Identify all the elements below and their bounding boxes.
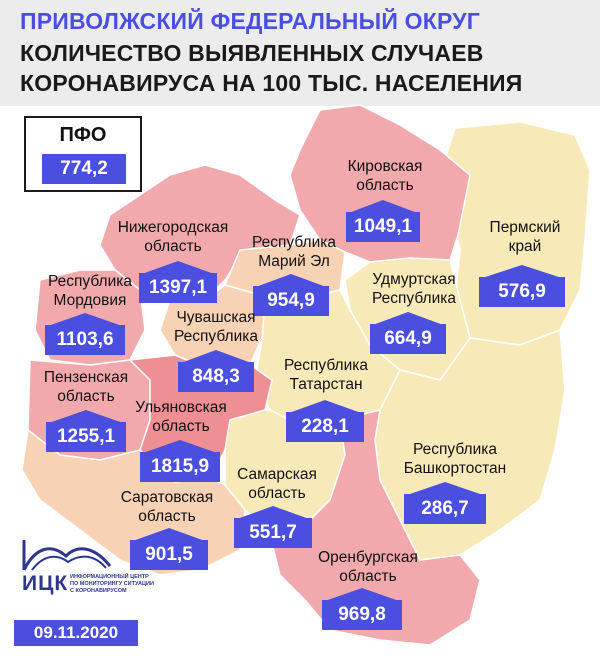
title-line-2: КОЛИЧЕСТВО ВЫЯВЛЕННЫХ СЛУЧАЕВ <box>20 40 484 66</box>
label-mari: Республика Марий Эл <box>240 233 348 271</box>
value-house-chuvashia: 848,3 <box>178 350 254 392</box>
value-house-penza: 1255,1 <box>46 410 126 452</box>
label-saratov: Саратовская область <box>108 488 226 526</box>
label-perm: Пермский край <box>470 218 580 256</box>
label-samara-line2: область <box>248 485 306 502</box>
label-samara: Самарская область <box>222 465 332 503</box>
header-banner: ПРИВОЛЖСКИЙ ФЕДЕРАЛЬНЫЙ ОКРУГ КОЛИЧЕСТВО… <box>0 0 600 106</box>
title-line-3: КОРОНАВИРУСА НА 100 ТЫС. НАСЕЛЕНИЯ <box>20 70 523 96</box>
value-orenburg: 969,8 <box>322 600 402 630</box>
value-penza: 1255,1 <box>46 422 126 452</box>
label-ulyanovsk-line1: Ульяновская <box>135 399 227 416</box>
label-saratov-line2: область <box>138 508 196 525</box>
label-orenburg: Оренбургская область <box>306 548 430 586</box>
label-kirov-line1: Кировская <box>347 158 423 175</box>
label-samara-line1: Самарская <box>237 466 317 483</box>
value-chuvashia: 848,3 <box>178 362 254 392</box>
value-house-saratov: 901,5 <box>130 528 208 570</box>
value-nizhny: 1397,1 <box>139 273 217 303</box>
value-perm: 576,9 <box>479 277 565 307</box>
label-tatarstan-line2: Татарстан <box>289 376 363 393</box>
value-house-mari: 954,9 <box>253 274 329 316</box>
label-udmurtia-line1: Удмуртская <box>372 271 456 288</box>
label-ulyanovsk-line2: область <box>152 418 210 435</box>
value-house-perm: 576,9 <box>479 265 565 307</box>
label-udmurtia: Удмуртская Республика <box>354 270 474 308</box>
logo-abbr: ИЦК <box>22 572 69 595</box>
value-mari: 954,9 <box>253 286 329 316</box>
logo-wave-icon <box>22 540 112 571</box>
label-tatarstan: Республика Татарстан <box>272 356 380 394</box>
label-orenburg-line1: Оренбургская <box>318 549 418 566</box>
logo-sub-line3: С КОРОНАВИРУСОМ <box>70 588 127 594</box>
roof-icon <box>322 588 402 602</box>
value-house-mordovia: 1103,6 <box>45 313 125 355</box>
label-chuvashia-line2: Республика <box>174 328 258 345</box>
value-udmurtia: 664,9 <box>370 324 446 354</box>
value-saratov: 901,5 <box>130 540 208 570</box>
roof-icon <box>130 528 208 542</box>
label-nizhny-line1: Нижегородская <box>117 219 229 236</box>
district-total-box: ПФО 774,2 <box>24 116 142 192</box>
value-house-samara: 551,7 <box>234 506 312 548</box>
label-ulyanovsk: Ульяновская область <box>122 398 240 436</box>
roof-icon <box>45 313 125 327</box>
label-bashkortostan-line1: Республика <box>413 441 497 458</box>
roof-icon <box>140 440 220 454</box>
label-perm-line2: край <box>508 238 542 255</box>
label-chuvashia-line1: Чувашская <box>176 309 256 326</box>
label-nizhny: Нижегородская область <box>108 218 238 256</box>
label-mordovia: Республика Мордовия <box>36 272 144 310</box>
value-mordovia: 1103,6 <box>45 325 125 355</box>
value-kirov: 1049,1 <box>346 212 420 242</box>
logo-sub-line2: ПО МОНИТОРИНГУ СИТУАЦИИ <box>70 581 154 587</box>
roof-icon <box>286 400 364 414</box>
value-tatarstan: 228,1 <box>286 412 364 442</box>
label-tatarstan-line1: Республика <box>284 357 368 374</box>
date-badge: 09.11.2020 <box>14 620 138 646</box>
logo-sub-line1: ИНФОРМАЦИОННЫЙ ЦЕНТР <box>70 574 149 580</box>
label-chuvashia: Чувашская Республика <box>160 308 272 346</box>
label-mari-line1: Республика <box>252 234 336 251</box>
value-house-udmurtia: 664,9 <box>370 312 446 354</box>
roof-icon <box>46 410 126 424</box>
roof-icon <box>479 265 565 279</box>
label-nizhny-line2: область <box>144 238 202 255</box>
title-district: ПРИВОЛЖСКИЙ ФЕДЕРАЛЬНЫЙ ОКРУГ <box>20 8 480 34</box>
value-house-orenburg: 969,8 <box>322 588 402 630</box>
roof-icon <box>234 506 312 520</box>
value-house-nizhny: 1397,1 <box>139 261 217 303</box>
district-total-value: 774,2 <box>42 154 126 184</box>
label-orenburg-line2: область <box>339 568 397 585</box>
label-udmurtia-line2: Республика <box>372 290 456 307</box>
roof-icon <box>178 350 254 364</box>
logo-subtitle: ИНФОРМАЦИОННЫЙ ЦЕНТР ПО МОНИТОРИНГУ СИТУ… <box>70 574 154 595</box>
label-penza-line2: область <box>57 388 115 405</box>
label-bashkortostan: Республика Башкортостан <box>390 440 520 478</box>
value-bashkortostan: 286,7 <box>404 494 486 524</box>
district-total-name: ПФО <box>59 124 107 146</box>
value-ulyanovsk: 1815,9 <box>140 452 220 482</box>
value-house-ulyanovsk: 1815,9 <box>140 440 220 482</box>
label-mordovia-line1: Республика <box>48 273 132 290</box>
label-bashkortostan-line2: Башкортостан <box>403 460 507 477</box>
label-penza-line1: Пензенская <box>43 369 129 386</box>
roof-icon <box>370 312 446 326</box>
label-saratov-line1: Саратовская <box>120 489 214 506</box>
label-kirov: Кировская область <box>330 157 440 195</box>
label-kirov-line2: область <box>356 177 414 194</box>
value-house-kirov: 1049,1 <box>346 200 420 242</box>
roof-icon <box>404 482 486 496</box>
roof-icon <box>139 261 217 275</box>
label-mordovia-line2: Мордовия <box>53 292 127 309</box>
roof-icon <box>346 200 420 214</box>
label-mari-line2: Марий Эл <box>258 253 330 270</box>
value-house-bashkortostan: 286,7 <box>404 482 486 524</box>
label-penza: Пензенская область <box>32 368 140 406</box>
roof-icon <box>253 274 329 288</box>
value-house-tatarstan: 228,1 <box>286 400 364 442</box>
label-perm-line1: Пермский <box>489 219 561 236</box>
value-samara: 551,7 <box>234 518 312 548</box>
